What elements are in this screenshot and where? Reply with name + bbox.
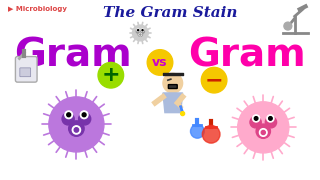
Circle shape (284, 22, 292, 30)
Text: +: + (101, 65, 120, 85)
Circle shape (265, 117, 276, 128)
Polygon shape (163, 93, 183, 113)
Circle shape (190, 124, 204, 138)
Circle shape (136, 30, 140, 33)
Circle shape (261, 130, 265, 134)
Circle shape (98, 62, 124, 88)
FancyBboxPatch shape (15, 57, 37, 82)
Circle shape (140, 34, 141, 35)
Circle shape (62, 113, 74, 125)
Circle shape (139, 33, 141, 36)
Circle shape (269, 117, 272, 120)
Circle shape (141, 30, 144, 33)
Circle shape (138, 32, 142, 36)
Circle shape (147, 50, 173, 75)
Circle shape (80, 111, 88, 119)
Circle shape (254, 117, 258, 120)
Circle shape (181, 112, 185, 116)
Text: Gram: Gram (188, 37, 305, 75)
Circle shape (252, 115, 260, 122)
Circle shape (141, 29, 144, 31)
Circle shape (138, 30, 139, 31)
Circle shape (201, 67, 227, 93)
Circle shape (132, 25, 148, 41)
Circle shape (260, 129, 267, 136)
Circle shape (69, 121, 84, 136)
Text: −: − (205, 70, 223, 90)
Circle shape (137, 29, 139, 31)
Circle shape (256, 124, 270, 138)
FancyBboxPatch shape (168, 85, 177, 89)
Text: The Gram Stain: The Gram Stain (103, 6, 237, 20)
Text: ▶ Microbiology: ▶ Microbiology (8, 6, 67, 12)
Circle shape (250, 117, 261, 128)
Circle shape (79, 113, 91, 125)
Circle shape (267, 115, 274, 122)
Circle shape (72, 126, 81, 134)
Circle shape (238, 102, 289, 153)
Text: vs: vs (152, 56, 168, 69)
Circle shape (202, 125, 220, 143)
Circle shape (74, 128, 79, 132)
Circle shape (49, 97, 104, 152)
Circle shape (163, 73, 183, 93)
Circle shape (142, 30, 143, 31)
FancyBboxPatch shape (20, 68, 31, 77)
Text: Gram: Gram (15, 37, 132, 75)
Circle shape (65, 111, 73, 119)
Circle shape (67, 113, 71, 117)
Circle shape (82, 113, 86, 117)
